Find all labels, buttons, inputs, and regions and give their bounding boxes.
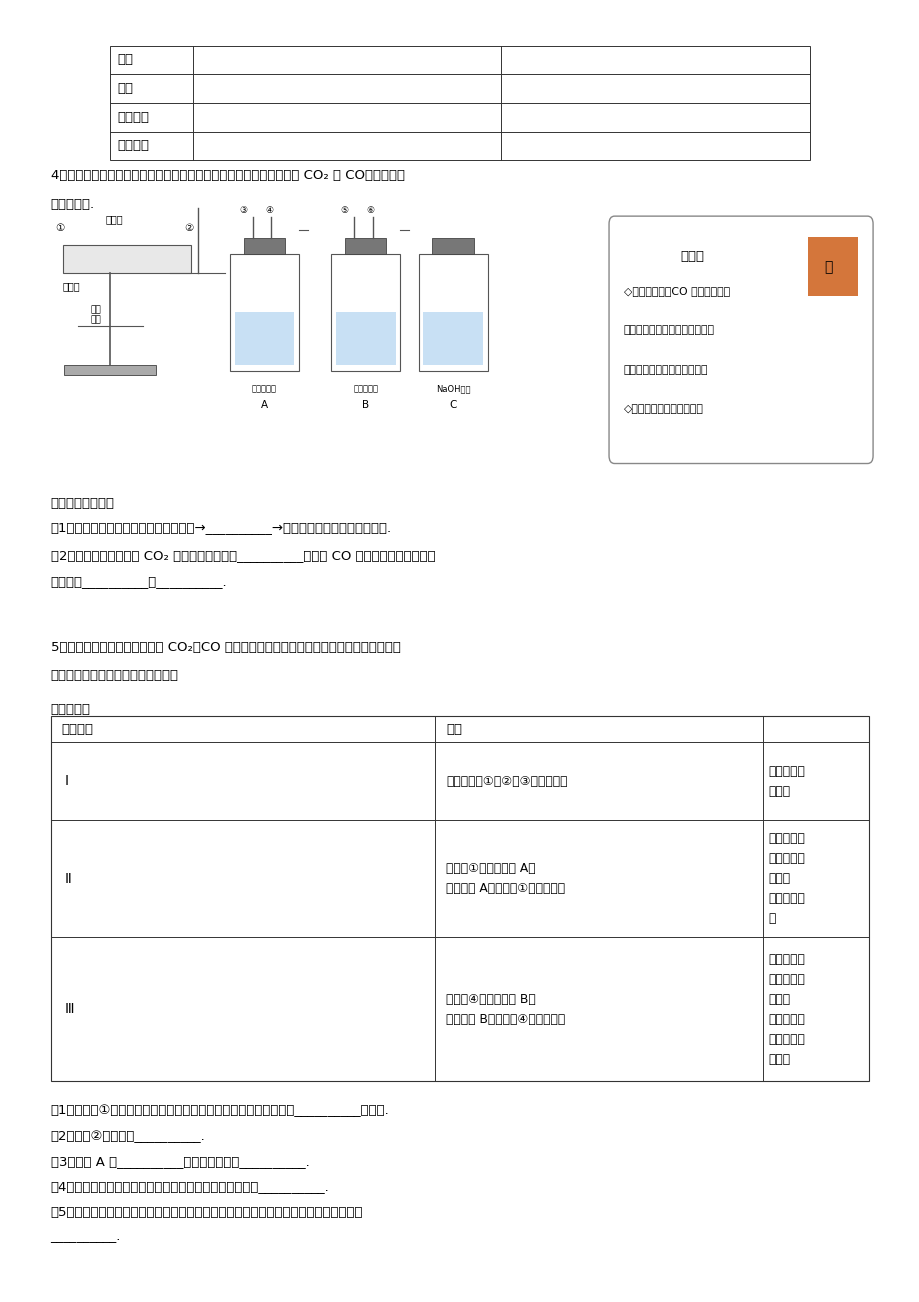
- Bar: [64, 365, 156, 375]
- Text: 分别向试管①、②、③中通入氧气: 分别向试管①、②、③中通入氧气: [446, 775, 567, 788]
- Text: 鸡血颜色由
鲜红色变为
桃红色
鸡血颜色不
变: 鸡血颜色由 鲜红色变为 桃红色 鸡血颜色不 变: [767, 832, 804, 926]
- Text: B: B: [362, 400, 369, 410]
- Text: ◇通常状况下，CO 是一种无色、: ◇通常状况下，CO 是一种无色、: [623, 286, 729, 297]
- Bar: [234, 312, 294, 365]
- Text: 向试管④中通入气体 B；
停止通入 B，向试管④中通入氧气: 向试管④中通入气体 B； 停止通入 B，向试管④中通入氧气: [446, 992, 565, 1026]
- Text: Ⅲ: Ⅲ: [64, 1003, 74, 1016]
- Bar: [230, 254, 299, 371]
- Text: 氧气: 氧气: [118, 53, 133, 66]
- Bar: [331, 254, 400, 371]
- Text: ⑤: ⑤: [340, 207, 348, 215]
- Text: 澄清石灰水: 澄清石灰水: [252, 385, 277, 393]
- Text: 鸡血颜色为
鲜红色: 鸡血颜色为 鲜红色: [767, 764, 804, 798]
- Bar: [418, 254, 487, 371]
- Bar: [335, 312, 395, 365]
- Bar: [432, 238, 473, 254]
- Text: 鸡血颜色由
鲜红色变为
暗红色
鸡血颜色由
暗红色变为
鲜红色: 鸡血颜色由 鲜红色变为 暗红色 鸡血颜色由 暗红色变为 鲜红色: [767, 953, 804, 1065]
- Text: C: C: [448, 400, 457, 410]
- Text: ④: ④: [265, 207, 273, 215]
- Text: （3）气体 A 为__________．判断的依据是__________.: （3）气体 A 为__________．判断的依据是__________.: [51, 1155, 309, 1168]
- Text: ◇酒精喷灯可作高温热源。: ◇酒精喷灯可作高温热源。: [623, 404, 703, 414]
- Text: 二氧化碳: 二氧化碳: [118, 111, 150, 124]
- Bar: [345, 238, 386, 254]
- Text: __________.: __________.: [51, 1230, 120, 1243]
- Text: （1）连接装置导管口的顺序：混合气体→__________→尾气处理（填导管接口代号）.: （1）连接装置导管口的顺序：混合气体→__________→尾气处理（填导管接口…: [51, 521, 391, 534]
- Text: 燃烧管: 燃烧管: [62, 281, 80, 292]
- Text: ②: ②: [184, 223, 193, 233]
- FancyBboxPatch shape: [608, 216, 872, 464]
- Text: 与酸、碱、盐溶液均不反应。: 与酸、碱、盐溶液均不反应。: [623, 365, 708, 375]
- Text: （2）证明原混合气体中 CO₂ 存在的实验现象是__________；证明 CO 存在的有关反应的化学: （2）证明原混合气体中 CO₂ 存在的实验现象是__________；证明 CO…: [51, 549, 435, 562]
- Text: 操作步骤: 操作步骤: [62, 723, 94, 736]
- Text: 限用一次）.: 限用一次）.: [51, 198, 95, 211]
- Bar: [807, 237, 857, 296]
- Text: 氧化铁: 氧化铁: [106, 214, 123, 224]
- Text: ①: ①: [55, 223, 64, 233]
- Text: （1）向试管①中通入气体时，气体从导管口（填装置图中的序号）__________处通入.: （1）向试管①中通入气体时，气体从导管口（填装置图中的序号）__________…: [51, 1104, 389, 1117]
- Bar: [62, 245, 191, 273]
- Text: 无味、有毒的气体，难溶于水，: 无味、有毒的气体，难溶于水，: [623, 326, 714, 336]
- Text: 向试管①中通入气体 A；
停止通入 A，向试管①中通入氧气: 向试管①中通入气体 A； 停止通入 A，向试管①中通入氧气: [446, 862, 565, 896]
- Text: 5．某实验小组探究火锅烟气中 CO₂、CO 分别对人体血液供氧能力的影响．设计装置如图所: 5．某实验小组探究火锅烟气中 CO₂、CO 分别对人体血液供氧能力的影响．设计装…: [51, 641, 400, 654]
- Text: 一氧化碳: 一氧化碳: [118, 139, 150, 152]
- Text: 📚: 📚: [823, 260, 833, 273]
- Text: NaOH溶液: NaOH溶液: [436, 385, 470, 393]
- Text: Ⅰ: Ⅰ: [64, 775, 68, 788]
- Text: 实验记录：: 实验记录：: [51, 703, 90, 716]
- Text: 澄清石灰水: 澄清石灰水: [353, 385, 378, 393]
- Text: （4）从安全和环保的角度来看，本实验需要改进的地方是__________.: （4）从安全和环保的角度来看，本实验需要改进的地方是__________.: [51, 1180, 329, 1193]
- Bar: [51, 716, 868, 1081]
- Text: （2）试管②的作用是__________.: （2）试管②的作用是__________.: [51, 1130, 205, 1143]
- Text: （5）通过实验可以得出结论，火锅烟气中对人体血液供氧量有影响的是（填具体物质）: （5）通过实验可以得出结论，火锅烟气中对人体血液供氧量有影响的是（填具体物质）: [51, 1206, 363, 1219]
- Text: 现象: 现象: [446, 723, 462, 736]
- Text: ⑥: ⑥: [366, 207, 374, 215]
- Text: 4．正确连接如图所示的装置进行实验，可以验证某混合气体的成分是 CO₂ 和 CO（每套装置: 4．正确连接如图所示的装置进行实验，可以验证某混合气体的成分是 CO₂ 和 CO…: [51, 169, 404, 182]
- Text: ③: ③: [239, 207, 247, 215]
- Text: 氢气: 氢气: [118, 82, 133, 95]
- Text: 请回答下列问题：: 请回答下列问题：: [51, 497, 115, 510]
- Bar: [110, 46, 809, 160]
- Bar: [244, 238, 285, 254]
- Text: 酒精
喷灯: 酒精 喷灯: [90, 306, 101, 324]
- Bar: [423, 312, 482, 365]
- Text: 小资料: 小资料: [680, 250, 704, 263]
- Text: A: A: [261, 400, 267, 410]
- Text: 方程式是__________，__________.: 方程式是__________，__________.: [51, 575, 227, 589]
- Text: Ⅱ: Ⅱ: [64, 872, 71, 885]
- Text: 示（试管中均为稀释的新鲜鸡血）：: 示（试管中均为稀释的新鲜鸡血）：: [51, 669, 178, 682]
